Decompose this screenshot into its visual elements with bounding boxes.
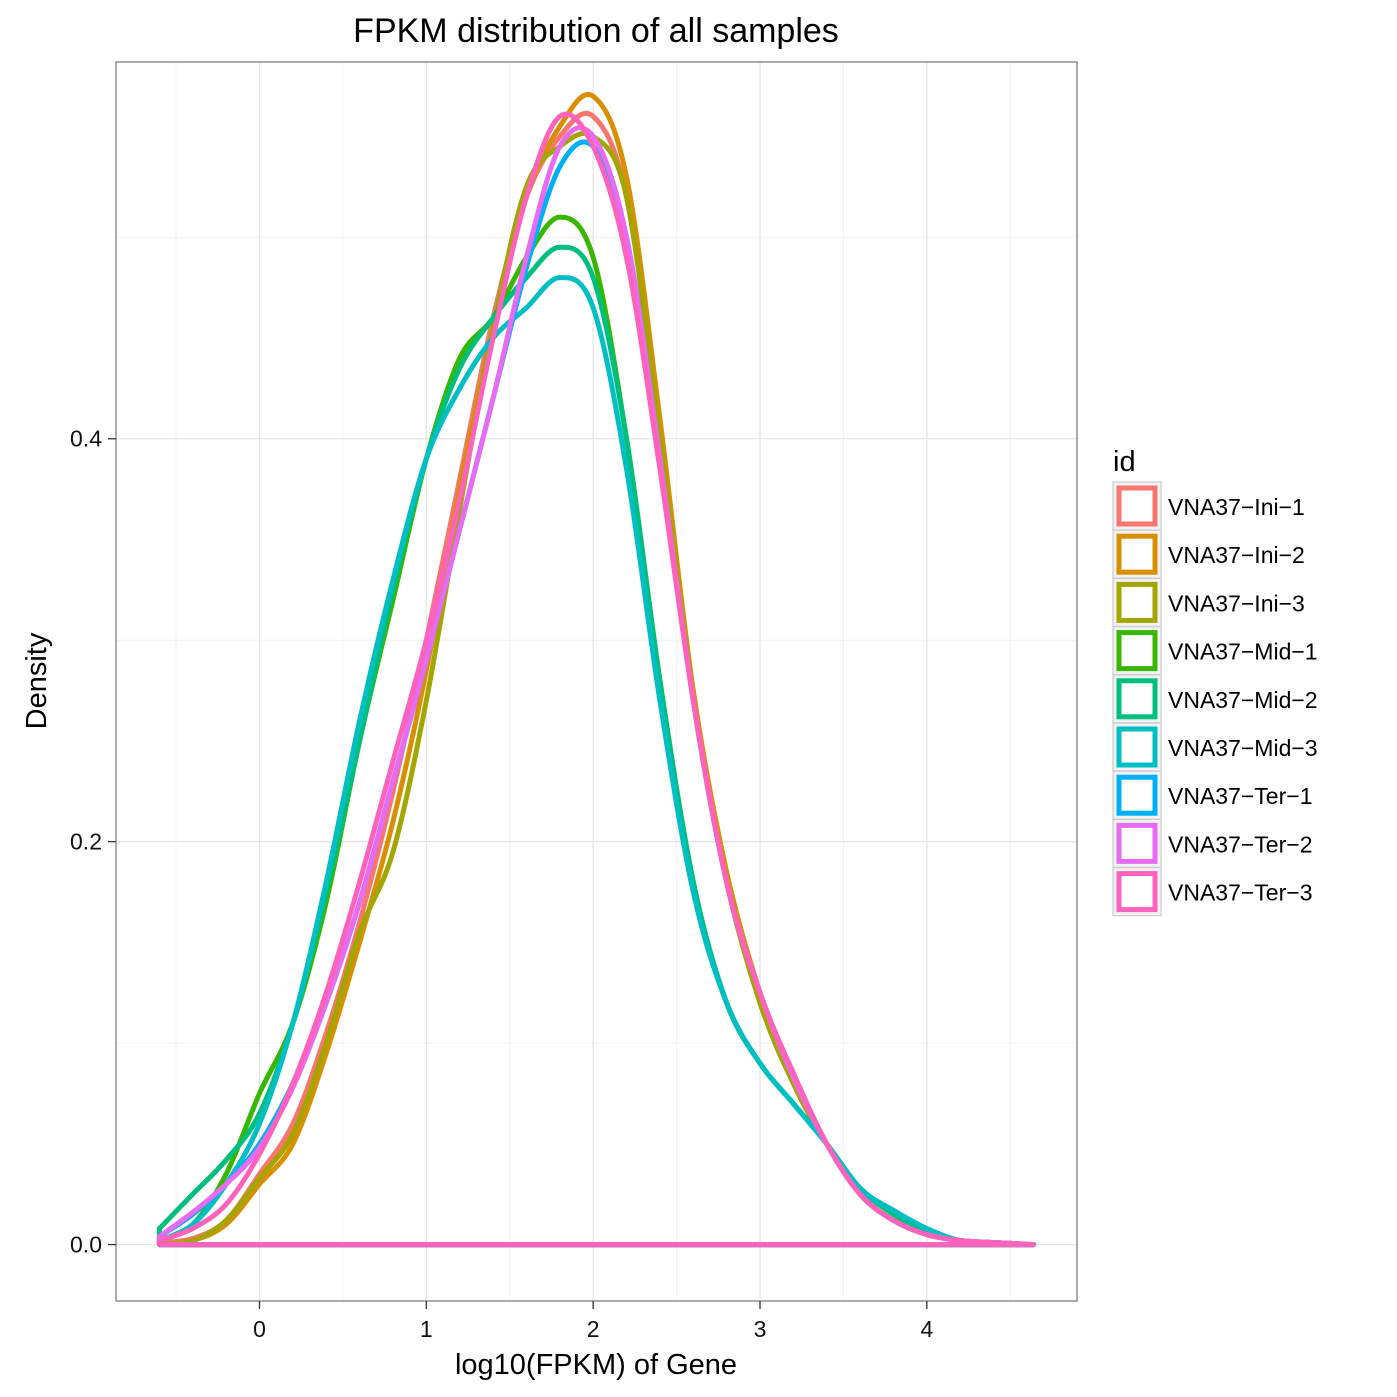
series-line-6 <box>156 275 1037 1248</box>
legend-items: VNA37−Ini−1 VNA37−Ini−2 VNA37−Ini−3 VNA37−M… <box>1112 481 1318 917</box>
grid-minor <box>116 62 1077 1301</box>
plot-panel <box>115 61 1078 1302</box>
legend-key-9 <box>1116 871 1158 913</box>
x-axis: 0 1 2 3 4 <box>253 1301 933 1342</box>
series-lines <box>156 91 1037 1248</box>
series-line-9 <box>156 111 1037 1248</box>
legend-label-9: VNA37−Ter−3 <box>1168 880 1312 906</box>
legend-label-5: VNA37−Mid−2 <box>1168 687 1318 713</box>
y-axis-title: Density <box>21 632 53 729</box>
y-tick-label: 0.4 <box>70 426 102 452</box>
legend-label-7: VNA37−Ter−1 <box>1168 783 1312 809</box>
x-tick-label: 1 <box>420 1316 433 1342</box>
legend-key-8 <box>1116 822 1158 864</box>
legend-label-6: VNA37−Mid−3 <box>1168 735 1318 761</box>
x-tick-label: 4 <box>920 1316 933 1342</box>
legend-key-3 <box>1116 581 1158 623</box>
panel-border <box>115 61 1078 1302</box>
x-tick-label: 3 <box>754 1316 767 1342</box>
legend-key-6 <box>1116 726 1158 768</box>
legend-key-7 <box>1116 774 1158 816</box>
y-axis: 0.0 0.2 0.4 <box>70 426 116 1258</box>
legend-key-2 <box>1116 533 1158 575</box>
x-axis-title: log10(FPKM) of Gene <box>455 1349 737 1381</box>
legend-label-3: VNA37−Ini−3 <box>1168 590 1305 616</box>
x-tick-label: 0 <box>253 1316 266 1342</box>
x-tick-label: 2 <box>587 1316 600 1342</box>
legend: id VNA37−Ini−1VNA37−Ini−2VNA37−Ini−3VNA3… <box>1112 446 1318 917</box>
legend-label-4: VNA37−Mid−1 <box>1168 639 1318 665</box>
legend-label-1: VNA37−Ini−1 <box>1168 494 1305 520</box>
legend-key-5 <box>1116 678 1158 720</box>
y-tick-label: 0.2 <box>70 829 102 855</box>
legend-title: id <box>1113 446 1136 478</box>
y-tick-label: 0.0 <box>70 1232 102 1258</box>
legend-key-1 <box>1116 485 1158 527</box>
chart-title: FPKM distribution of all samples <box>353 12 839 50</box>
legend-label-8: VNA37−Ter−2 <box>1168 831 1312 857</box>
legend-label-2: VNA37−Ini−2 <box>1168 542 1305 568</box>
legend-key-4 <box>1116 630 1158 672</box>
